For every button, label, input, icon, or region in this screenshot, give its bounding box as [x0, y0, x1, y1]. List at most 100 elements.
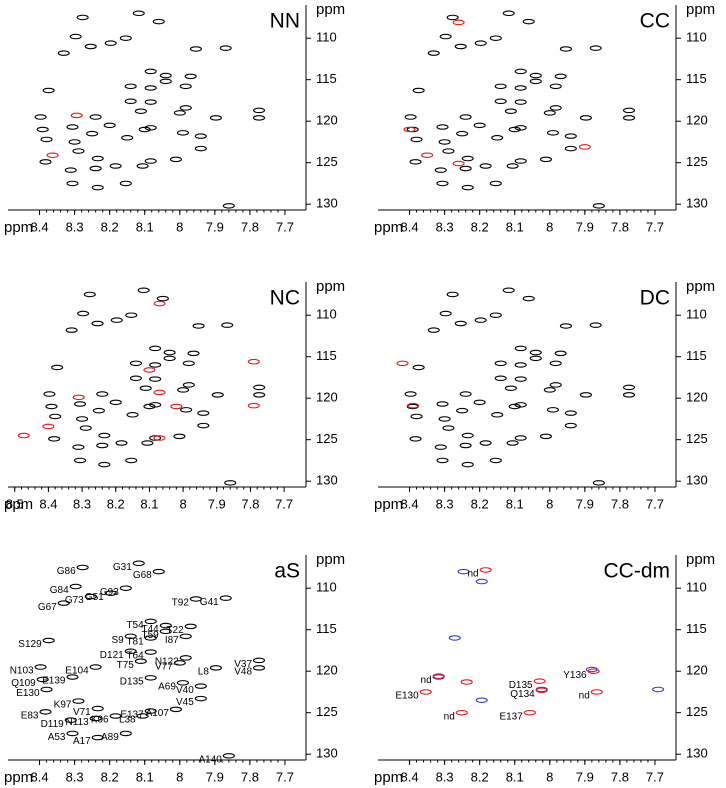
peak-label: K97	[54, 700, 72, 711]
peak	[489, 457, 502, 464]
peak	[182, 360, 195, 367]
y-tick-label: 115	[316, 348, 337, 363]
peak	[182, 382, 195, 388]
peak	[436, 180, 449, 187]
peak	[514, 68, 527, 75]
peak-label: nd	[579, 691, 590, 702]
peak	[144, 649, 157, 655]
peak	[253, 392, 266, 398]
x-tick-label: 8.2	[471, 496, 489, 511]
peak	[222, 203, 235, 209]
peak	[110, 317, 123, 323]
peak	[109, 399, 122, 406]
peak	[578, 144, 591, 150]
peak	[209, 665, 222, 671]
peak	[592, 203, 605, 209]
x-tick-label: 8.1	[136, 769, 154, 784]
peak	[91, 155, 104, 162]
x-tick-label: 7.7	[276, 769, 294, 784]
peak	[177, 387, 190, 393]
peak	[461, 461, 474, 468]
peak	[460, 679, 473, 685]
peak	[144, 675, 157, 681]
peak	[222, 753, 235, 759]
peak	[442, 148, 455, 154]
y-tick-label: 120	[686, 113, 708, 128]
peak-label: V48	[234, 667, 252, 678]
peak	[66, 180, 79, 187]
peak	[83, 291, 96, 298]
peak-label: E104	[65, 666, 89, 677]
peak	[523, 709, 536, 716]
peak	[253, 384, 266, 391]
peak	[43, 391, 56, 397]
x-tick-label: 7.8	[611, 219, 629, 234]
peak	[65, 327, 78, 333]
peak	[159, 78, 172, 85]
peak	[442, 425, 455, 431]
peak	[410, 413, 423, 420]
x-tick-label: 7.9	[206, 219, 224, 234]
peak	[252, 657, 266, 664]
peak	[89, 165, 102, 172]
peak	[494, 375, 507, 382]
peak	[68, 139, 81, 145]
peak	[461, 432, 474, 439]
x-tick-label: 8.3	[73, 496, 91, 511]
y-tick-label: 120	[316, 113, 338, 128]
peak-label: L8	[198, 667, 210, 678]
x-tick-label: 8	[179, 496, 186, 511]
peak	[461, 155, 474, 162]
peak	[459, 165, 472, 172]
peak	[461, 184, 474, 191]
peak	[76, 14, 89, 21]
peak	[454, 43, 467, 50]
peak	[504, 385, 517, 391]
peak	[17, 432, 30, 439]
panel-title: CC	[640, 10, 670, 33]
peak	[554, 350, 567, 357]
peak	[473, 122, 486, 129]
x-tick-label: 7.9	[576, 769, 594, 784]
peak	[622, 115, 636, 121]
peak	[522, 295, 535, 302]
x-axis-label: ppm	[374, 219, 403, 236]
y-tick-label: 120	[316, 663, 338, 678]
x-tick-label: 7.8	[241, 769, 259, 784]
panel: 8.4 8.3 8.2 8.1 8 7.9 7.8 7.7 110 115 120 125 130 ppm…	[374, 551, 715, 786]
peak	[45, 403, 58, 410]
peak	[74, 457, 87, 464]
x-tick-label: 7.7	[646, 219, 664, 234]
peak	[42, 637, 55, 644]
peak-label: S129	[18, 639, 42, 650]
peak	[549, 382, 562, 388]
x-tick-label: 8.1	[506, 769, 524, 784]
peak	[514, 85, 527, 91]
peak	[69, 583, 82, 590]
peak	[98, 461, 111, 468]
panel: 8.4 8.3 8.2 8.1 8 7.9 7.8 7.7 110 115 120 125 130 ppm…	[4, 551, 345, 786]
peak	[219, 595, 232, 601]
peak	[475, 578, 488, 585]
y-tick-label: 125	[316, 154, 338, 169]
peak	[72, 444, 85, 450]
peak	[479, 567, 492, 573]
peak	[622, 384, 636, 391]
peak	[34, 114, 47, 120]
peak-label: V37	[234, 659, 252, 670]
x-tick-label: 8	[546, 219, 553, 234]
peak	[514, 158, 527, 164]
peak	[179, 105, 192, 111]
y-tick-label: 110	[316, 30, 337, 45]
peak	[579, 392, 592, 398]
peak-label: T75	[117, 660, 135, 671]
peak-label: D135	[509, 680, 533, 691]
peak-label: A140	[199, 754, 223, 765]
peak	[455, 709, 468, 716]
peak	[432, 673, 445, 679]
panel-title: DC	[640, 287, 670, 310]
peak	[549, 360, 562, 367]
peak	[622, 107, 636, 114]
peak	[152, 568, 165, 575]
peak	[452, 19, 465, 26]
